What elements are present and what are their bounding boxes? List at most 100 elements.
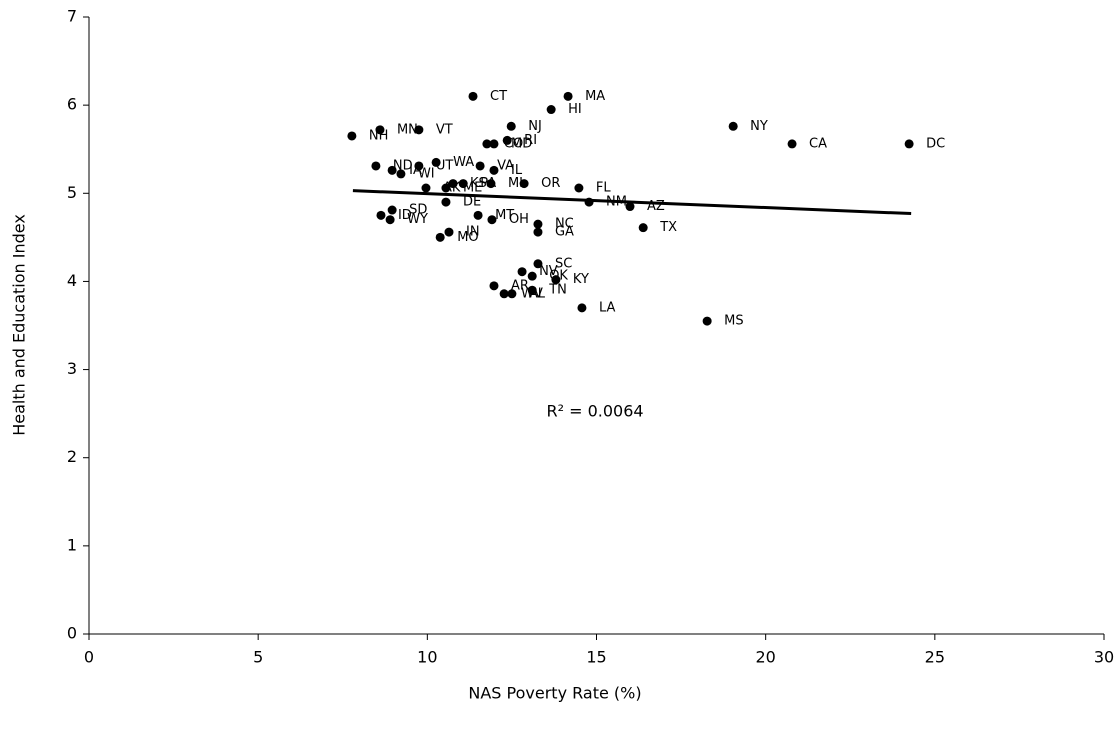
point [347, 131, 357, 141]
point [489, 281, 499, 291]
point [489, 165, 499, 175]
point-label: MN [397, 122, 418, 137]
point-label: IN [466, 225, 480, 240]
point [577, 303, 587, 313]
point [904, 139, 914, 149]
y-tick-label: 4 [67, 271, 77, 290]
y-tick-label: 0 [67, 624, 77, 643]
point [638, 223, 648, 233]
point [375, 125, 385, 135]
point-label: TN [548, 283, 567, 298]
point [499, 289, 509, 299]
point-label: MO [457, 230, 478, 245]
point [385, 215, 395, 225]
point [533, 259, 543, 269]
point [489, 139, 499, 149]
point-label: SC [555, 256, 572, 271]
x-tick-label: 25 [925, 648, 945, 667]
x-tick-label: 20 [755, 648, 775, 667]
point-label: DE [463, 195, 481, 210]
point-label: MA [585, 89, 605, 104]
point [441, 183, 451, 193]
point-label: AZ [647, 199, 665, 214]
point [387, 205, 397, 215]
point-label: OH [509, 212, 529, 227]
point [444, 227, 454, 237]
point-label: MT [495, 208, 514, 223]
y-tick-label: 1 [67, 535, 77, 554]
point-label: NC [555, 217, 574, 232]
point [435, 232, 445, 242]
point-label: MD [511, 136, 532, 151]
point-label: WY [407, 212, 428, 227]
point-label: DC [926, 136, 945, 151]
point-label: VT [436, 122, 453, 137]
point-label: MS [724, 314, 743, 329]
point [519, 179, 529, 189]
point-label: OR [541, 176, 560, 191]
point-label: WA [453, 155, 474, 170]
point [506, 121, 516, 131]
point-label: LA [599, 300, 616, 315]
point [584, 197, 594, 207]
y-tick-label: 5 [67, 183, 77, 202]
point [431, 157, 441, 167]
point [533, 219, 543, 229]
point [507, 289, 517, 299]
point [728, 121, 738, 131]
point-label: MI [508, 176, 523, 191]
point [458, 179, 468, 189]
x-tick-label: 30 [1094, 648, 1114, 667]
y-tick-label: 7 [67, 7, 77, 26]
r-squared-annotation: R² = 0.0064 [546, 402, 643, 421]
point [441, 197, 451, 207]
x-tick-label: 5 [253, 648, 263, 667]
point [502, 135, 512, 145]
x-tick-label: 0 [84, 648, 94, 667]
point-label: NM [606, 195, 627, 210]
point [517, 267, 527, 277]
x-tick-label: 10 [417, 648, 437, 667]
point [787, 139, 797, 149]
y-tick-label: 3 [67, 359, 77, 378]
point [371, 161, 381, 171]
point [527, 271, 537, 281]
x-tick-label: 15 [586, 648, 606, 667]
point [702, 316, 712, 326]
point-label: ME [463, 180, 482, 195]
point [527, 285, 537, 295]
point [551, 275, 561, 285]
point [487, 215, 497, 225]
point-label: AR [511, 278, 529, 293]
point [473, 210, 483, 220]
point [546, 105, 556, 115]
point [533, 227, 543, 237]
point-label: ID [398, 208, 412, 223]
point [387, 165, 397, 175]
point-label: FL [596, 180, 611, 195]
point-label: KS [470, 176, 487, 191]
y-tick-label: 2 [67, 447, 77, 466]
point [475, 161, 485, 171]
point-label: RI [524, 133, 537, 148]
point-label: NY [750, 119, 768, 134]
y-axis-label: Health and Education Index [10, 214, 29, 436]
point [468, 91, 478, 101]
point [482, 139, 492, 149]
trendline [352, 189, 912, 216]
point-label: TX [659, 220, 677, 235]
point-label: NV [539, 264, 558, 279]
point [563, 91, 573, 101]
point-label: CA [809, 136, 827, 151]
point [396, 169, 406, 179]
y-tick-label: 6 [67, 95, 77, 114]
point [448, 179, 458, 189]
point [414, 125, 424, 135]
x-axis-label: NAS Poverty Rate (%) [468, 684, 641, 703]
point-label: NJ [528, 119, 542, 134]
point [421, 183, 431, 193]
point-label: IL [511, 163, 523, 178]
point [376, 210, 386, 220]
point [414, 161, 424, 171]
